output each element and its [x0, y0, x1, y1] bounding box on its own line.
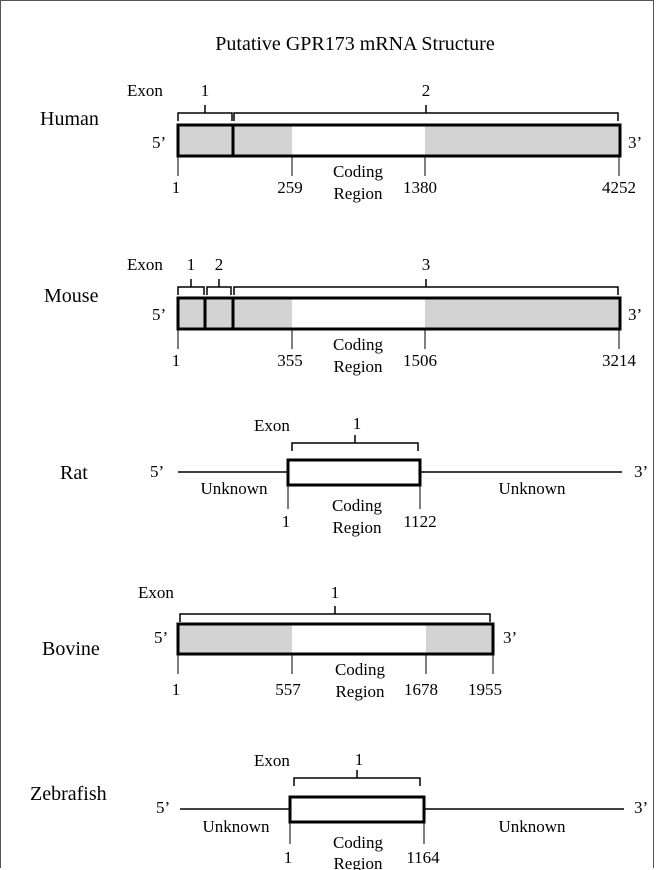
species-label-bovine: Bovine	[42, 638, 100, 660]
position-label: 1	[172, 680, 181, 699]
species-label-mouse: Mouse	[44, 285, 99, 307]
coding-label-line2: Region	[333, 854, 383, 870]
exon-label: Exon	[254, 751, 290, 770]
mrna-bar-outline	[176, 123, 622, 158]
position-label: 4252	[602, 178, 636, 197]
position-label: 1164	[406, 848, 440, 867]
exon-1-bracket	[291, 442, 419, 451]
human-panel: Human Exon 1 2 5’ 3’ 1 259 1380 4252 Cod…	[40, 81, 642, 203]
five-prime-label: 5’	[156, 798, 170, 817]
species-label-rat: Rat	[60, 462, 88, 484]
exon-number: 1	[353, 414, 362, 433]
position-label: 355	[277, 351, 303, 370]
bovine-panel: Bovine Exon 1 5’ 3’ 1 557 1678 1955 Codi…	[42, 583, 517, 701]
utr-3-region	[426, 624, 493, 654]
utr-5-region	[178, 624, 292, 654]
exon-number: 2	[215, 255, 224, 274]
position-label: 1380	[403, 178, 437, 197]
mouse-panel: Mouse Exon 1 2 3 5’ 3’ 1 355 1506 3214 C…	[44, 255, 642, 376]
exon-number: 3	[422, 255, 431, 274]
position-label: 557	[275, 680, 301, 699]
coding-label-line1: Coding	[335, 660, 386, 679]
five-prime-label: 5’	[152, 133, 166, 152]
figure-title: Putative GPR173 mRNA Structure	[215, 33, 495, 55]
exon-number: 1	[355, 750, 364, 769]
three-prime-label: 3’	[503, 628, 517, 647]
exon-1-bracket	[179, 613, 491, 622]
exon-3-bracket	[233, 286, 619, 295]
utr-5-region	[178, 298, 292, 329]
five-prime-label: 5’	[154, 628, 168, 647]
exon-number: 2	[422, 81, 431, 100]
unknown-5-label: Unknown	[202, 817, 270, 836]
exon-number: 1	[201, 81, 210, 100]
utr-5-region	[178, 125, 292, 156]
exon-1-bracket	[293, 777, 421, 786]
unknown-3-label: Unknown	[498, 479, 566, 498]
position-label: 1506	[403, 351, 437, 370]
coding-label-line1: Coding	[332, 496, 383, 515]
coding-label-line1: Coding	[333, 833, 384, 852]
unknown-3-label: Unknown	[498, 817, 566, 836]
unknown-5-label: Unknown	[200, 479, 268, 498]
mrna-bar-outline	[176, 622, 495, 656]
utr-3-region	[425, 298, 620, 329]
coding-region-box	[286, 458, 422, 487]
species-label-human: Human	[40, 108, 99, 130]
coding-region-box	[288, 795, 426, 824]
three-prime-label: 3’	[634, 462, 648, 481]
coding-label-line2: Region	[332, 518, 382, 537]
exon-2-bracket	[206, 286, 232, 295]
position-label: 1	[172, 351, 181, 370]
exon-2-bracket	[233, 112, 619, 121]
coding-region-box	[292, 624, 426, 654]
exon-number: 1	[187, 255, 196, 274]
coding-label-line1: Coding	[333, 335, 384, 354]
position-label: 259	[277, 178, 303, 197]
zebrafish-panel: Zebrafish Exon 1 5’ 3’ Unknown Unknown 1…	[30, 750, 648, 870]
exon-label: Exon	[138, 583, 174, 602]
five-prime-label: 5’	[152, 305, 166, 324]
coding-label-line1: Coding	[333, 162, 384, 181]
coding-region-box	[292, 125, 425, 156]
position-label: 1678	[404, 680, 438, 699]
coding-label-line2: Region	[333, 357, 383, 376]
coding-label-line2: Region	[335, 682, 385, 701]
species-label-zebrafish: Zebrafish	[30, 783, 107, 805]
three-prime-label: 3’	[628, 133, 642, 152]
exon-label: Exon	[127, 81, 163, 100]
exon-number: 1	[331, 583, 340, 602]
three-prime-label: 3’	[628, 305, 642, 324]
position-label: 1	[282, 512, 291, 531]
mrna-bar-outline	[176, 296, 622, 331]
five-prime-label: 5’	[150, 462, 164, 481]
position-label: 1122	[403, 512, 436, 531]
position-label: 1955	[468, 680, 502, 699]
position-label: 1	[284, 848, 293, 867]
exon-label: Exon	[254, 416, 290, 435]
utr-3-region	[425, 125, 620, 156]
coding-region-box	[292, 298, 425, 329]
coding-label-line2: Region	[333, 184, 383, 203]
exon-1-bracket	[177, 286, 205, 295]
position-label: 3214	[602, 351, 637, 370]
rat-panel: Rat Exon 1 5’ 3’ Unknown Unknown 1 1122 …	[60, 414, 648, 537]
position-label: 1	[172, 178, 181, 197]
three-prime-label: 3’	[634, 798, 648, 817]
exon-label: Exon	[127, 255, 163, 274]
exon-1-bracket	[177, 112, 233, 121]
